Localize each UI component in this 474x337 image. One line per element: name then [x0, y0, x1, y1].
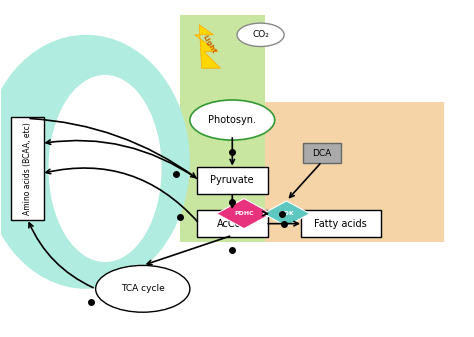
Text: TCA cycle: TCA cycle: [121, 284, 164, 293]
Polygon shape: [217, 198, 272, 229]
Text: PDK: PDK: [279, 211, 294, 216]
Polygon shape: [195, 25, 220, 68]
FancyBboxPatch shape: [265, 102, 444, 242]
Text: CO₂: CO₂: [252, 30, 269, 39]
Ellipse shape: [237, 23, 284, 47]
Ellipse shape: [0, 35, 190, 289]
Text: Fatty acids: Fatty acids: [314, 219, 367, 228]
FancyBboxPatch shape: [301, 210, 381, 237]
Text: Light: Light: [201, 34, 217, 55]
Ellipse shape: [96, 266, 190, 312]
Text: Pyruvate: Pyruvate: [210, 175, 254, 185]
Ellipse shape: [190, 100, 275, 140]
FancyBboxPatch shape: [181, 15, 265, 242]
FancyBboxPatch shape: [197, 167, 268, 193]
Text: PDHC: PDHC: [234, 211, 254, 216]
Ellipse shape: [48, 75, 162, 262]
Polygon shape: [263, 201, 310, 226]
FancyBboxPatch shape: [11, 117, 44, 220]
Text: AcCoA: AcCoA: [217, 219, 248, 228]
Text: Amino acids (BCAA, etc): Amino acids (BCAA, etc): [23, 122, 32, 215]
FancyBboxPatch shape: [197, 210, 268, 237]
Text: Photosyn.: Photosyn.: [208, 115, 256, 125]
FancyBboxPatch shape: [303, 144, 341, 163]
Text: DCA: DCA: [312, 149, 331, 158]
